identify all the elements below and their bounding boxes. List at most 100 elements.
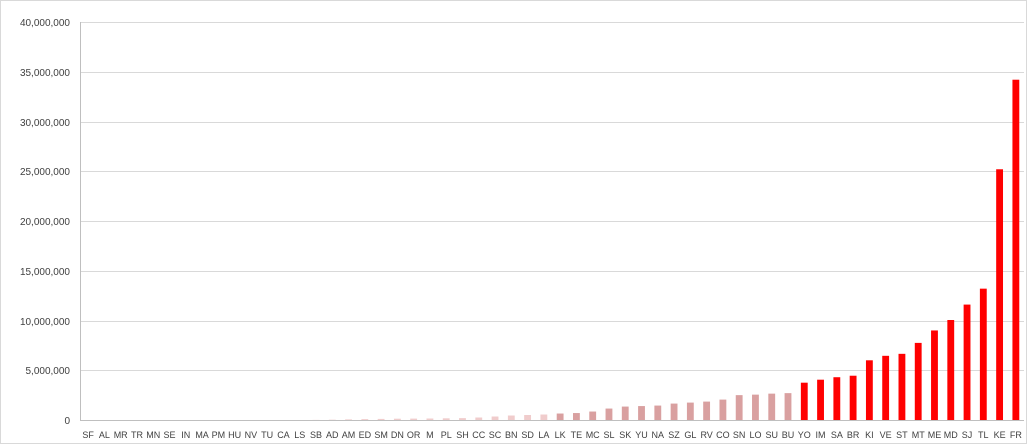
x-tick-label: CA (277, 430, 290, 440)
bar-br (849, 375, 857, 420)
bar-la (540, 414, 548, 420)
bar-ve (882, 355, 890, 420)
x-tick-label: AD (326, 430, 339, 440)
y-tick-label: 5,000,000 (26, 366, 71, 377)
y-tick-label: 35,000,000 (20, 68, 70, 79)
bar-st (898, 353, 906, 420)
bar-su (768, 393, 776, 420)
x-tick-label: MD (944, 430, 958, 440)
bar-tl (979, 288, 987, 420)
bar-m (426, 418, 434, 420)
bar-te (573, 413, 580, 420)
bar-sn (735, 395, 743, 421)
bar-yo (800, 382, 808, 420)
x-tick-label: MT (912, 430, 925, 440)
bar-mt (914, 342, 922, 420)
x-tick-label: BR (847, 430, 860, 440)
x-tick-label: MR (114, 430, 128, 440)
x-tick-label: IN (181, 430, 190, 440)
bar-yu (638, 406, 645, 420)
x-tick-label: PM (212, 430, 226, 440)
x-tick-label: TR (131, 430, 143, 440)
x-tick-label: ED (359, 430, 372, 440)
y-tick-label: 40,000,000 (20, 18, 70, 29)
x-tick-label: LO (749, 430, 761, 440)
x-tick-label: TU (261, 430, 273, 440)
y-tick-label: 30,000,000 (20, 118, 70, 129)
x-tick-label: KE (994, 430, 1006, 440)
bar-sz (670, 403, 678, 420)
x-tick-label: ME (928, 430, 942, 440)
bar-sd (524, 415, 532, 420)
x-tick-label: FR (1010, 430, 1022, 440)
y-tick-label: 10,000,000 (20, 317, 70, 328)
x-tick-label: YU (635, 430, 648, 440)
x-tick-label: YO (798, 430, 811, 440)
x-tick-label: BN (505, 430, 518, 440)
x-tick-label: MA (195, 430, 209, 440)
x-tick-label: MN (146, 430, 160, 440)
bar-sa (833, 377, 841, 420)
bar-ed (361, 419, 369, 420)
x-tick-label: RV (700, 430, 712, 440)
bar-fr (1012, 79, 1020, 421)
y-tick-label: 0 (64, 416, 70, 427)
x-tick-label: NA (652, 430, 665, 440)
x-tick-label: SE (164, 430, 176, 440)
bar-sh (459, 418, 466, 420)
bar-mc (589, 411, 597, 420)
x-tick-label: GL (684, 430, 696, 440)
bar-dn (393, 418, 401, 420)
x-tick-label: NV (245, 430, 258, 440)
x-tick-label: LK (555, 430, 566, 440)
bar-pl (442, 418, 450, 420)
bar-am (345, 419, 352, 420)
x-tick-label: SL (603, 430, 614, 440)
bar-bn (507, 415, 515, 420)
x-tick-label: LA (538, 430, 549, 440)
x-tick-label: SC (489, 430, 502, 440)
x-tick-label: PL (441, 430, 452, 440)
x-tick-label: SU (765, 430, 778, 440)
x-tick-label: BU (782, 430, 795, 440)
bar-ki (865, 360, 873, 420)
x-tick-label: M (426, 430, 434, 440)
bar-rv (703, 401, 711, 420)
x-tick-label: OR (407, 430, 421, 440)
x-tick-label: AM (342, 430, 356, 440)
x-tick-label: SF (82, 430, 94, 440)
x-tick-label: IM (816, 430, 826, 440)
x-tick-label: ST (896, 430, 908, 440)
x-tick-label: SB (310, 430, 322, 440)
x-tick-label: SZ (668, 430, 680, 440)
bar-sj (963, 304, 971, 420)
x-tick-label: SJ (962, 430, 973, 440)
x-tick-label: VE (880, 430, 892, 440)
x-tick-label: SM (374, 430, 388, 440)
x-tick-label: TL (978, 430, 989, 440)
y-tick-label: 20,000,000 (20, 217, 70, 228)
bar-sc (491, 416, 499, 420)
x-tick-label: SH (456, 430, 469, 440)
x-tick-label: CO (716, 430, 730, 440)
bar-lk (556, 413, 564, 420)
bar-im (817, 379, 824, 420)
x-tick-label: LS (294, 430, 305, 440)
bar-ke (996, 169, 1004, 420)
x-tick-label: SK (619, 430, 631, 440)
x-tick-label: DN (391, 430, 404, 440)
bar-lo (752, 394, 759, 420)
bar-co (719, 399, 727, 420)
bar-or (410, 418, 418, 420)
bar-sk (621, 406, 629, 420)
y-axis-tick-labels: 0 5,000,000 10,000,000 15,000,000 20,000,000… (20, 18, 71, 427)
y-tick-label: 15,000,000 (20, 267, 70, 278)
y-tick-label: 25,000,000 (20, 167, 70, 178)
bar-na (654, 405, 662, 420)
x-tick-label: TE (571, 430, 583, 440)
bar-cc (475, 417, 483, 420)
bar-bu (784, 393, 792, 420)
bar-sl (605, 408, 613, 420)
bar-gl (686, 402, 694, 420)
